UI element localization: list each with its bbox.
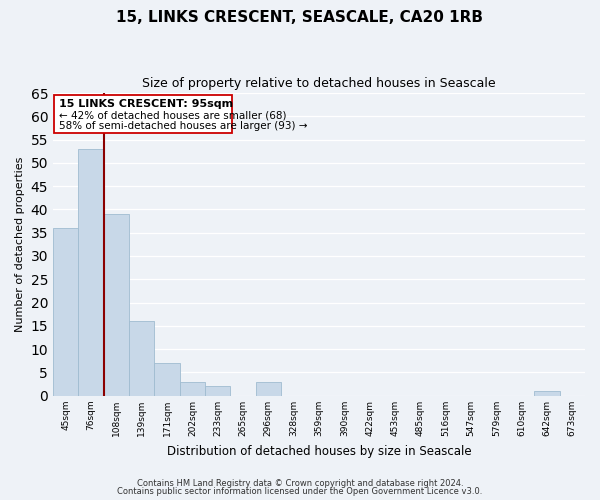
Text: Contains HM Land Registry data © Crown copyright and database right 2024.: Contains HM Land Registry data © Crown c…: [137, 478, 463, 488]
Bar: [205, 386, 230, 396]
Text: 15 LINKS CRESCENT: 95sqm: 15 LINKS CRESCENT: 95sqm: [59, 98, 233, 108]
Bar: [256, 382, 281, 396]
Text: ← 42% of detached houses are smaller (68): ← 42% of detached houses are smaller (68…: [59, 110, 287, 120]
Bar: [535, 391, 560, 396]
Bar: [53, 228, 79, 396]
Y-axis label: Number of detached properties: Number of detached properties: [15, 156, 25, 332]
Text: 15, LINKS CRESCENT, SEASCALE, CA20 1RB: 15, LINKS CRESCENT, SEASCALE, CA20 1RB: [116, 10, 484, 25]
Text: Contains public sector information licensed under the Open Government Licence v3: Contains public sector information licen…: [118, 487, 482, 496]
Text: 58% of semi-detached houses are larger (93) →: 58% of semi-detached houses are larger (…: [59, 122, 308, 132]
FancyBboxPatch shape: [55, 96, 232, 132]
Bar: [154, 363, 179, 396]
Bar: [104, 214, 129, 396]
Title: Size of property relative to detached houses in Seascale: Size of property relative to detached ho…: [142, 78, 496, 90]
Bar: [129, 321, 154, 396]
X-axis label: Distribution of detached houses by size in Seascale: Distribution of detached houses by size …: [167, 444, 472, 458]
Bar: [79, 149, 104, 396]
Bar: [179, 382, 205, 396]
